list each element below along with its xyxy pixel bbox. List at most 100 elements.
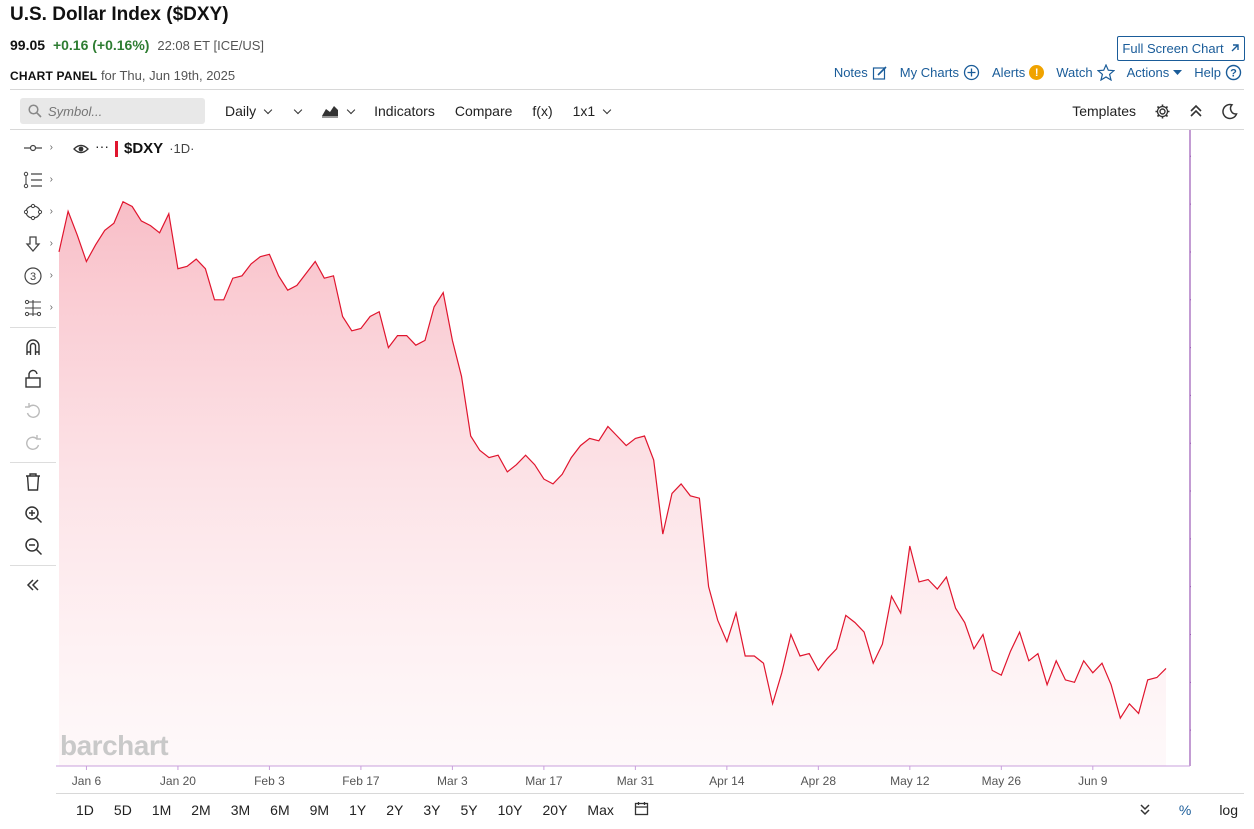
period-1d[interactable]: 1D bbox=[76, 802, 94, 818]
period-20y[interactable]: 20Y bbox=[542, 802, 568, 818]
percent-scale-toggle[interactable]: % bbox=[1178, 802, 1192, 818]
period-6m[interactable]: 6M bbox=[270, 802, 290, 818]
arrow-down-icon bbox=[25, 236, 41, 252]
chart-type-select[interactable] bbox=[321, 104, 356, 118]
drawing-tools-sidebar: › › › › 3 › › bbox=[10, 132, 56, 601]
actions-label: Actions bbox=[1126, 65, 1170, 80]
my-charts-link[interactable]: My Charts bbox=[900, 64, 980, 81]
chart-legend: ··· $DXY ·1D· bbox=[73, 137, 195, 157]
collapse-up-icon[interactable] bbox=[1189, 103, 1203, 119]
chart-panel-label: CHART PANEL for Thu, Jun 19th, 2025 bbox=[10, 68, 235, 83]
interval-extra-dropdown[interactable] bbox=[291, 105, 303, 114]
symbol-search[interactable] bbox=[20, 98, 205, 124]
interval-select[interactable]: Daily bbox=[225, 103, 273, 119]
function-button[interactable]: f(x) bbox=[532, 103, 553, 119]
annotation-tool-button[interactable]: › bbox=[10, 228, 56, 260]
undo-icon bbox=[25, 403, 40, 418]
period-selector: 1D 5D 1M 2M 3M 6M 9M 1Y 2Y 3Y 5Y 10Y 20Y… bbox=[56, 796, 1246, 824]
log-scale-toggle[interactable]: log bbox=[1219, 802, 1238, 818]
date-range-button[interactable] bbox=[634, 801, 649, 819]
period-3m[interactable]: 3M bbox=[230, 802, 251, 818]
x-tick-label: Jan 6 bbox=[72, 774, 102, 788]
gear-icon[interactable] bbox=[1154, 103, 1171, 120]
series-color-swatch bbox=[115, 140, 118, 157]
indicators-button[interactable]: Indicators bbox=[374, 103, 435, 119]
undo-button[interactable] bbox=[10, 395, 56, 427]
expand-arrow-icon: › bbox=[49, 206, 53, 217]
period-3y[interactable]: 3Y bbox=[423, 802, 441, 818]
series-line bbox=[58, 200, 1167, 720]
measure-tool-button[interactable]: › bbox=[10, 292, 56, 324]
counter-tool-button[interactable]: 3 › bbox=[10, 260, 56, 292]
period-5y[interactable]: 5Y bbox=[460, 802, 478, 818]
my-charts-label: My Charts bbox=[899, 65, 960, 80]
svg-text:?: ? bbox=[1230, 68, 1237, 80]
period-5d[interactable]: 5D bbox=[113, 802, 132, 818]
full-screen-label: Full Screen Chart bbox=[1122, 41, 1224, 56]
lock-button[interactable] bbox=[10, 363, 56, 395]
expand-arrow-icon: › bbox=[49, 302, 53, 313]
x-tick-label: Mar 3 bbox=[437, 774, 468, 788]
expand-arrow-icon: › bbox=[49, 174, 53, 185]
x-tick-label: Apr 14 bbox=[709, 774, 745, 788]
symbol-search-input[interactable] bbox=[48, 103, 188, 119]
collapse-sidebar-button[interactable] bbox=[10, 569, 56, 601]
period-1y[interactable]: 1Y bbox=[349, 802, 367, 818]
alerts-link[interactable]: Alerts ! bbox=[992, 65, 1045, 80]
alert-badge-icon: ! bbox=[1029, 65, 1045, 80]
notes-link[interactable]: Notes bbox=[834, 65, 888, 81]
eye-icon[interactable] bbox=[73, 143, 89, 155]
period-2m[interactable]: 2M bbox=[191, 802, 211, 818]
notes-label: Notes bbox=[833, 65, 868, 80]
shape-tool-button[interactable]: › bbox=[10, 196, 56, 228]
caret-down-icon bbox=[1173, 69, 1183, 75]
double-chevron-left-icon bbox=[26, 579, 39, 591]
compare-button[interactable]: Compare bbox=[454, 103, 513, 119]
zoom-in-icon bbox=[24, 505, 42, 523]
period-10y[interactable]: 10Y bbox=[497, 802, 523, 818]
zoom-out-icon bbox=[24, 537, 42, 555]
help-link[interactable]: Help ? bbox=[1194, 64, 1242, 81]
panel-title: CHART PANEL bbox=[10, 69, 98, 83]
period-1m[interactable]: 1M bbox=[151, 802, 172, 818]
divider bbox=[10, 462, 56, 463]
pencil-icon bbox=[872, 65, 887, 80]
actions-menu[interactable]: Actions bbox=[1127, 65, 1183, 80]
dark-mode-moon-icon[interactable] bbox=[1221, 103, 1238, 120]
x-tick-label: May 12 bbox=[890, 774, 930, 788]
line-tool-button[interactable]: › bbox=[10, 132, 56, 164]
watch-link[interactable]: Watch bbox=[1056, 64, 1115, 81]
more-options-icon[interactable]: ··· bbox=[95, 137, 109, 154]
layout-select[interactable]: 1x1 bbox=[573, 103, 612, 119]
legend-interval: ·1D· bbox=[169, 141, 195, 156]
expand-arrow-icon: › bbox=[49, 142, 53, 153]
magnet-button[interactable] bbox=[10, 331, 56, 363]
toolbar-right: Templates bbox=[1072, 103, 1238, 120]
chart-area[interactable]: 2.00%1.00%0.00%-1.00%-2.00%-3.00%-4.00%-… bbox=[56, 130, 1191, 795]
scale-options: % log bbox=[1139, 802, 1238, 818]
full-screen-chart-button[interactable]: Full Screen Chart bbox=[1117, 36, 1245, 61]
price-change: +0.16 (+0.16%) bbox=[52, 37, 150, 53]
double-chevron-down-icon[interactable] bbox=[1139, 803, 1151, 817]
legend-symbol: $DXY bbox=[124, 140, 164, 157]
interval-label: Daily bbox=[225, 103, 257, 119]
price-chart[interactable]: 2.00%1.00%0.00%-1.00%-2.00%-3.00%-4.00%-… bbox=[56, 130, 1191, 795]
zoom-out-button[interactable] bbox=[10, 530, 56, 562]
divider bbox=[56, 793, 1244, 794]
chart-toolbar: Daily Indicators Compare f(x) 1x1 Templa… bbox=[10, 94, 1244, 128]
x-tick-label: Feb 17 bbox=[342, 774, 380, 788]
barchart-logo: barchart bbox=[60, 730, 169, 761]
external-arrow-icon bbox=[1231, 44, 1239, 52]
zoom-in-button[interactable] bbox=[10, 498, 56, 530]
period-2y[interactable]: 2Y bbox=[386, 802, 404, 818]
period-9m[interactable]: 9M bbox=[309, 802, 330, 818]
period-max[interactable]: Max bbox=[587, 802, 614, 818]
trash-icon bbox=[26, 473, 40, 491]
delete-button[interactable] bbox=[10, 466, 56, 498]
measure-icon bbox=[24, 299, 42, 317]
page-title: U.S. Dollar Index ($DXY) bbox=[10, 4, 229, 25]
redo-button[interactable] bbox=[10, 427, 56, 459]
templates-button[interactable]: Templates bbox=[1072, 103, 1136, 119]
fib-tool-button[interactable]: › bbox=[10, 164, 56, 196]
quote-time: 22:08 ET [ICE/US] bbox=[157, 38, 265, 53]
